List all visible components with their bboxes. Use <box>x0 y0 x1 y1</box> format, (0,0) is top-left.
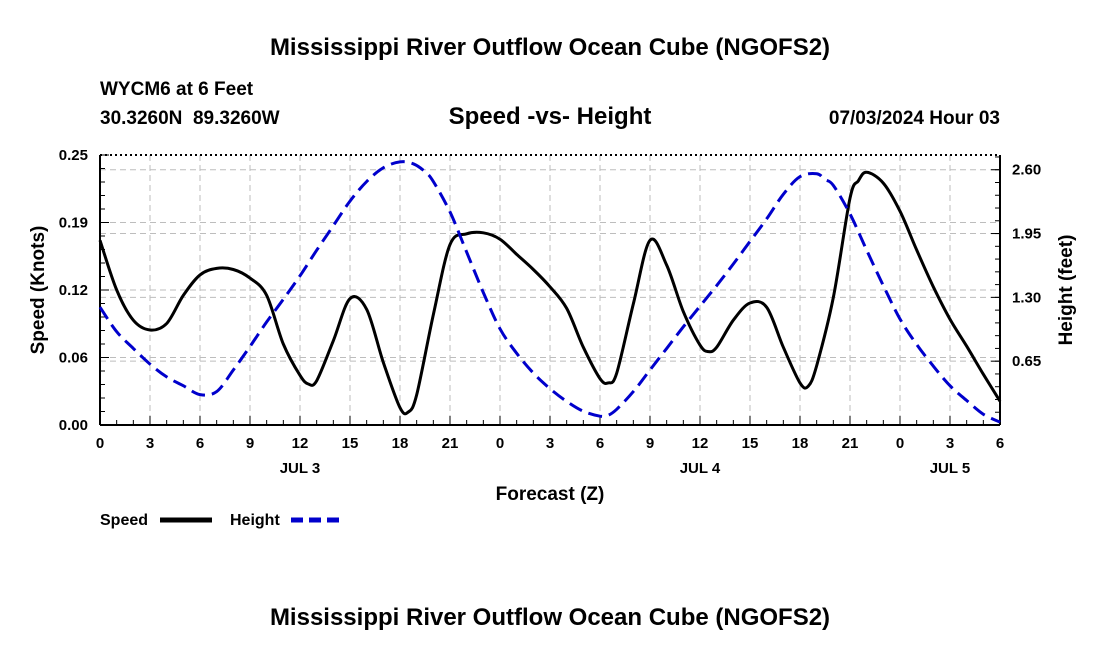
x-tick-label: 18 <box>392 435 409 452</box>
x-tick-label: 3 <box>946 435 954 452</box>
x-tick-label: 3 <box>146 435 154 452</box>
series-line-speed <box>98 170 1002 416</box>
x-tick-label: 12 <box>292 435 309 452</box>
y-left-tick-label: 0.19 <box>59 215 88 232</box>
tick-labels: 0 3 6 9 12 15 18 21 0 3 6 9 12 15 18 21 0 3 6 JUL 3 JUL 4 JUL… <box>59 147 1041 477</box>
y-right-tick-label: 0.65 <box>1012 353 1041 370</box>
axes <box>99 154 1001 426</box>
x-day-label: JUL 5 <box>930 460 971 477</box>
chart-title: Speed -vs- Height <box>449 103 652 130</box>
footer-title: Mississippi River Outflow Ocean Cube (NG… <box>270 604 830 631</box>
x-tick-label: 6 <box>596 435 604 452</box>
y-right-tick-label: 1.30 <box>1012 289 1041 306</box>
station-label: WYCM6 at 6 Feet <box>100 79 254 100</box>
x-tick-label: 15 <box>742 435 759 452</box>
x-tick-label: 18 <box>792 435 809 452</box>
x-tick-label: 6 <box>996 435 1004 452</box>
y-right-tick-label: 2.60 <box>1012 162 1041 179</box>
legend-height-label: Height <box>230 512 280 529</box>
series-layer <box>98 160 1002 424</box>
x-tick-label: 0 <box>96 435 104 452</box>
coords-label: 30.3260N 89.3260W <box>100 108 280 129</box>
y-left-tick-label: 0.12 <box>59 282 88 299</box>
y-left-tick-label: 0.00 <box>59 417 88 434</box>
timestamp-label: 07/03/2024 Hour 03 <box>829 108 1000 129</box>
y-left-tick-label: 0.25 <box>59 147 88 164</box>
legend-speed-label: Speed <box>100 512 148 529</box>
y-axis-right-label: Height (feet) <box>1056 235 1077 346</box>
y-right-tick-label: 1.95 <box>1012 226 1041 243</box>
x-tick-label: 0 <box>896 435 904 452</box>
x-tick-label: 6 <box>196 435 204 452</box>
series-line-height <box>98 160 1001 424</box>
page-title: Mississippi River Outflow Ocean Cube (NG… <box>270 34 830 61</box>
y-left-tick-label: 0.06 <box>59 350 88 367</box>
y-axis-left-label: Speed (Knots) <box>28 226 49 355</box>
x-tick-label: 15 <box>342 435 359 452</box>
legend: Speed Height <box>100 512 343 529</box>
x-axis-label: Forecast (Z) <box>496 484 605 505</box>
x-day-label: JUL 3 <box>280 460 321 477</box>
x-tick-label: 21 <box>842 435 859 452</box>
x-day-label: JUL 4 <box>680 460 721 477</box>
x-tick-label: 0 <box>496 435 504 452</box>
x-tick-label: 12 <box>692 435 709 452</box>
x-tick-label: 9 <box>646 435 654 452</box>
grid <box>100 155 1000 425</box>
x-tick-label: 3 <box>546 435 554 452</box>
x-tick-label: 9 <box>246 435 254 452</box>
x-tick-label: 21 <box>442 435 459 452</box>
